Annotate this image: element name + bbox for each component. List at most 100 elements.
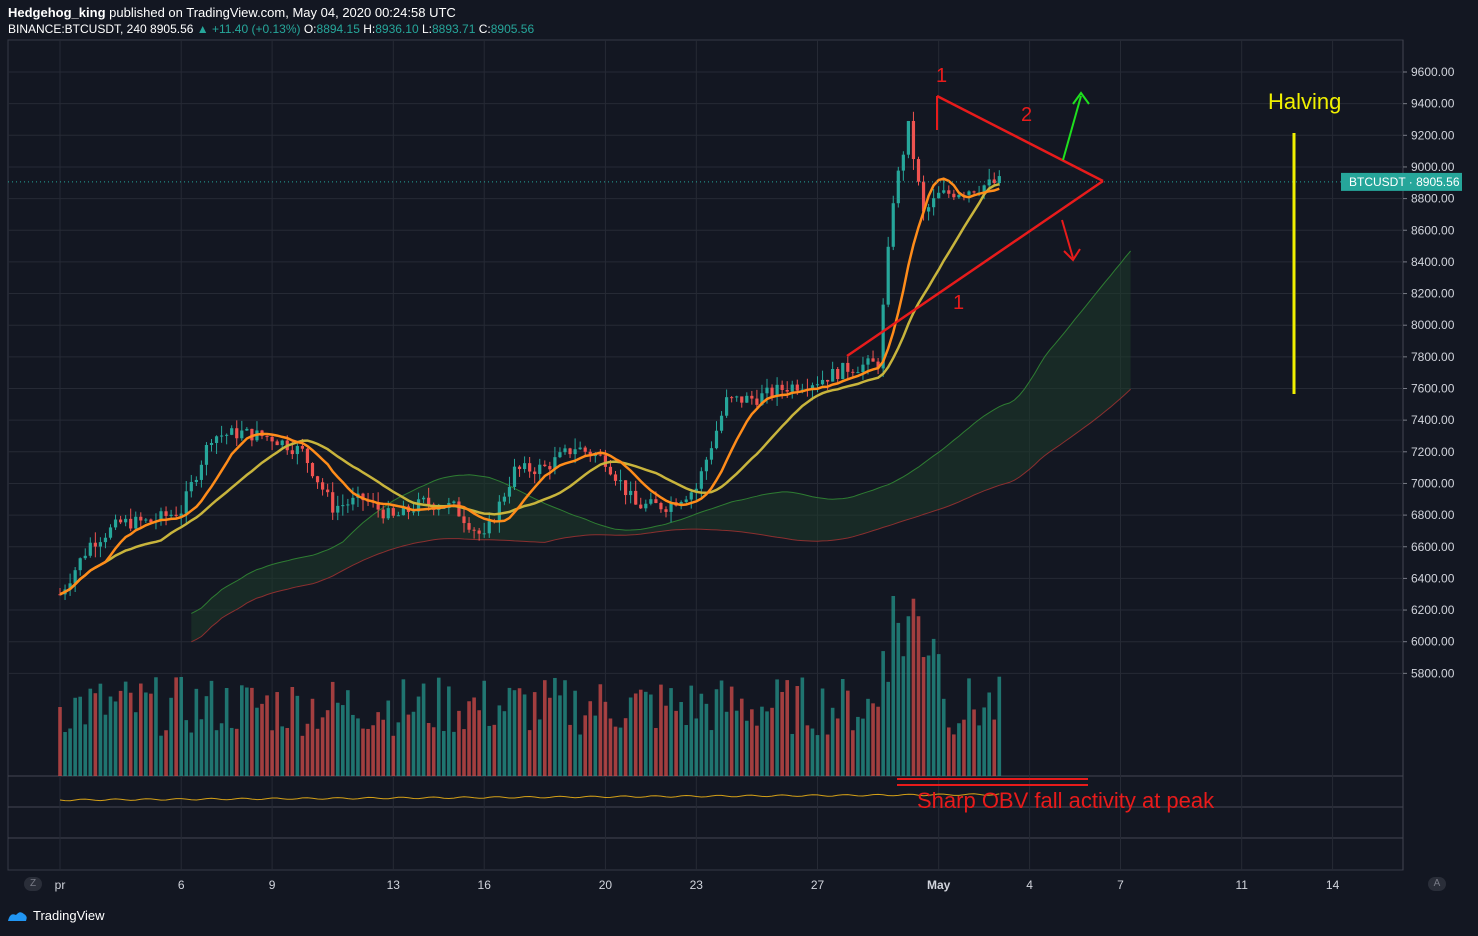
candle-body — [331, 492, 335, 513]
volume-bar — [462, 729, 466, 776]
volume-bar — [876, 706, 880, 776]
candle-body — [891, 203, 895, 247]
volume-bar — [386, 700, 391, 776]
tradingview-brand[interactable]: TradingView — [6, 908, 105, 923]
candle-body — [467, 523, 471, 530]
auto-scale-right-button[interactable]: A — [1428, 877, 1446, 891]
volume-bar — [426, 722, 431, 776]
candle-body — [533, 471, 537, 475]
candle-body — [629, 490, 633, 496]
candle-body — [785, 389, 789, 392]
candle-body — [411, 511, 416, 513]
volume-bar — [149, 693, 153, 776]
volume-bar — [300, 735, 305, 776]
y-tick-label: 7000.00 — [1411, 476, 1455, 490]
candle-body — [699, 471, 703, 489]
candle-body — [93, 542, 97, 547]
obv-note-text: Sharp OBV fall activity at peak — [917, 788, 1215, 813]
volume-bar — [977, 725, 981, 776]
candle-body — [775, 384, 779, 397]
volume-bar — [411, 711, 416, 776]
candle-body — [598, 454, 602, 456]
candle-body — [568, 448, 572, 455]
brand-name: TradingView — [33, 908, 105, 923]
volume-bar — [957, 723, 961, 776]
candle-body — [937, 192, 941, 199]
candle-body — [517, 466, 522, 470]
volume-bar — [452, 731, 456, 776]
candle-body — [624, 480, 628, 496]
volume-bar — [194, 688, 199, 776]
candle-body — [422, 497, 426, 500]
volume-bar — [906, 616, 911, 776]
volume-bar — [674, 710, 678, 776]
candle-body — [315, 476, 320, 483]
candle-body — [204, 444, 209, 465]
candle-body — [881, 304, 885, 369]
volume-bar — [442, 731, 446, 776]
volume-bar — [896, 622, 901, 776]
volume-bar — [68, 728, 72, 776]
y-tick-label: 8800.00 — [1411, 192, 1455, 206]
volume-bar — [118, 690, 123, 776]
candle-body — [730, 397, 734, 399]
candle-body — [760, 393, 764, 405]
candle-body — [982, 185, 986, 193]
volume-bar — [558, 695, 562, 776]
volume-bar — [133, 712, 138, 776]
volume-bar — [204, 696, 209, 776]
candle-body — [129, 518, 133, 529]
candle-body — [987, 179, 991, 186]
volume-bar — [739, 698, 744, 776]
candle-body — [861, 364, 865, 373]
volume-bar — [573, 690, 577, 776]
candle-body — [245, 428, 249, 431]
candle-body — [603, 455, 607, 467]
volume-bar — [376, 712, 380, 776]
volume-bar — [745, 720, 749, 776]
volume-bar — [290, 687, 295, 776]
volume-bar — [775, 679, 779, 776]
high-label: H: — [363, 22, 376, 36]
volume-bar — [916, 616, 921, 776]
volume-bar — [684, 725, 688, 776]
candle-body — [124, 518, 128, 523]
volume-bar — [527, 730, 532, 776]
volume-bar — [199, 719, 204, 776]
symbol-label[interactable]: BINANCE:BTCUSDT, 240 — [8, 22, 147, 36]
candle-body — [740, 396, 744, 403]
volume-bar — [628, 697, 633, 776]
candle-body — [452, 501, 456, 503]
candle-body — [543, 464, 547, 467]
volume-bar — [729, 686, 734, 776]
volume-bar — [548, 697, 552, 776]
price-tag-text: BTCUSDT · 8905.56 — [1349, 175, 1460, 189]
volume-bar — [169, 697, 173, 776]
volume-bar — [633, 693, 638, 776]
volume-bar — [341, 705, 345, 776]
volume-bar — [234, 728, 239, 776]
auto-scale-left-button[interactable]: Z — [24, 877, 42, 891]
candle-body — [997, 176, 1001, 184]
volume-bar — [103, 714, 108, 776]
candle-body — [735, 396, 739, 398]
volume-bar — [310, 698, 315, 776]
volume-bar — [967, 678, 971, 776]
candle-body — [634, 490, 638, 505]
candle-body — [144, 519, 148, 521]
volume-bar — [770, 707, 774, 776]
candle-body — [310, 463, 315, 477]
x-tick-label: May — [927, 878, 951, 892]
volume-bar — [497, 705, 502, 776]
candle-body — [98, 542, 102, 547]
candle-body — [714, 430, 719, 449]
wave-label-2: 2 — [1021, 104, 1032, 126]
volume-bar — [638, 689, 643, 776]
y-tick-label: 6000.00 — [1411, 635, 1455, 649]
volume-bar — [98, 683, 103, 776]
volume-bar — [724, 711, 729, 776]
volume-bar — [366, 728, 370, 776]
x-tick-label: 4 — [1026, 878, 1033, 892]
author-name[interactable]: Hedgehog_king — [8, 5, 106, 20]
